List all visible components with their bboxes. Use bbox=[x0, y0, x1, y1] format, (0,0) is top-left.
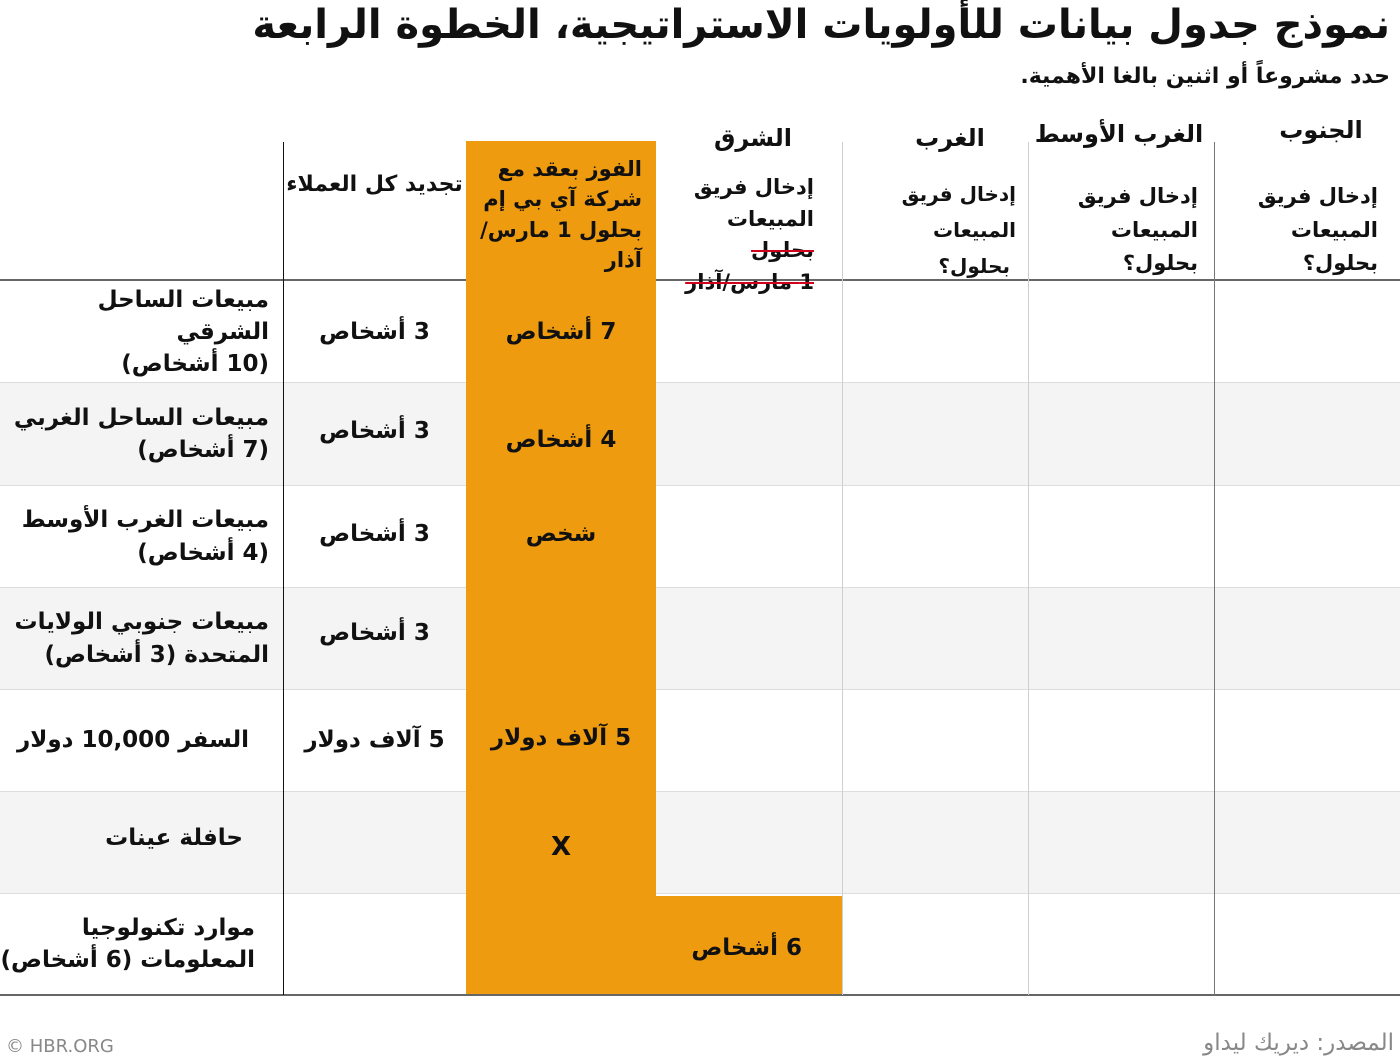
column-header-midwest-region: الغرب الأوسط bbox=[1034, 120, 1204, 148]
row-divider bbox=[0, 791, 1400, 792]
row-label: مبيعات الساحل الغربي (7 أشخاص) bbox=[13, 404, 269, 463]
cell-east: 6 أشخاص bbox=[691, 934, 802, 961]
row-bg-alt bbox=[0, 382, 1400, 485]
row-divider bbox=[0, 485, 1400, 486]
row-label: السفر 10,000 دولار bbox=[16, 727, 249, 754]
cell-ibm: 5 آلاف دولار bbox=[490, 724, 632, 751]
row-bg-alt bbox=[0, 791, 1400, 893]
header-line: إدخال فريق المبيعات bbox=[901, 182, 1016, 242]
header-line: المبيعات بحلول؟ bbox=[1290, 217, 1378, 276]
row-label: حافلة عينات bbox=[105, 824, 243, 851]
row-bg-alt bbox=[0, 587, 1400, 689]
row-divider bbox=[0, 382, 1400, 383]
row-label: مبيعات الغرب الأوسط (4 أشخاص) bbox=[21, 507, 269, 566]
header-line: المبيعات بحلول bbox=[660, 204, 814, 267]
cell-ibm: 7 أشخاص bbox=[505, 318, 617, 345]
cell-ibm: 4 أشخاص bbox=[505, 426, 617, 453]
row-divider bbox=[0, 689, 1400, 690]
cell-renew: 3 أشخاص bbox=[319, 417, 430, 444]
struck-text: بحلول bbox=[751, 238, 814, 262]
row-label: مبيعات الساحل الشرقي (10 أشخاص) bbox=[97, 286, 269, 378]
cell-renew: 3 أشخاص bbox=[319, 318, 430, 345]
highlight-east-it-cell bbox=[656, 896, 842, 994]
header-line: إدخال فريق bbox=[693, 175, 814, 199]
copyright: © HBR.ORG bbox=[6, 1036, 114, 1057]
header-line: المبيعات بحلول؟ bbox=[1110, 217, 1198, 276]
cell-ibm-x-mark: X bbox=[550, 831, 572, 862]
header-line: بحلول 1 مارس/آذار bbox=[480, 217, 642, 273]
header-line: الفوز بعقد مع bbox=[497, 157, 642, 181]
header-divider bbox=[0, 279, 1400, 281]
column-header-east: إدخال فريق المبيعات بحلول 1 مارس/آذار bbox=[660, 172, 814, 298]
column-header-south: إدخال فريق المبيعات بحلول؟ bbox=[1218, 180, 1378, 281]
column-divider bbox=[1214, 142, 1215, 995]
column-header-ibm: الفوز بعقد مع شركة آي بي إم بحلول 1 مارس… bbox=[470, 154, 642, 276]
column-divider bbox=[842, 142, 843, 995]
column-header-west-region: الغرب bbox=[915, 124, 985, 152]
column-header-renew: تجديد كل العملاء bbox=[286, 172, 463, 197]
cell-renew: 3 أشخاص bbox=[319, 520, 430, 547]
page-title: نموذج جدول بيانات للأولويات الاستراتيجية… bbox=[252, 2, 1391, 48]
priorities-table: تجديد كل العملاء الفوز بعقد مع شركة آي ب… bbox=[0, 116, 1400, 996]
row-label: مبيعات جنوبي الولايات المتحدة (3 أشخاص) bbox=[14, 609, 269, 668]
column-header-east-region: الشرق bbox=[713, 124, 793, 152]
header-line: شركة آي بي إم bbox=[483, 187, 642, 212]
column-divider bbox=[1028, 142, 1029, 995]
row-label: موارد تكنولوجيا المعلومات (6 أشخاص) bbox=[0, 914, 255, 973]
header-text: المبيعات bbox=[726, 206, 814, 231]
header-line: إدخال فريق bbox=[1077, 184, 1198, 208]
cell-renew: 3 أشخاص bbox=[319, 619, 430, 646]
row-divider bbox=[0, 893, 1400, 894]
table-bottom-border bbox=[0, 994, 1400, 996]
header-line: إدخال فريق bbox=[1257, 184, 1378, 208]
struck-text: 1 مارس/آذار bbox=[685, 269, 814, 294]
header-line: بحلول؟ bbox=[938, 254, 1010, 278]
column-divider bbox=[283, 142, 284, 995]
cell-ibm: شخص bbox=[525, 520, 597, 547]
highlight-ibm-column bbox=[466, 141, 656, 994]
source-credit: المصدر: ديريك ليداو bbox=[1203, 1030, 1394, 1056]
column-header-south-region: الجنوب bbox=[1279, 116, 1363, 144]
row-divider bbox=[0, 587, 1400, 588]
page-subtitle: حدد مشروعاً أو اثنين بالغا الأهمية. bbox=[1020, 64, 1390, 89]
column-header-west: إدخال فريق المبيعات بحلول؟ bbox=[846, 176, 1016, 284]
column-header-midwest: إدخال فريق المبيعات بحلول؟ bbox=[1032, 180, 1198, 281]
cell-renew: 5 آلاف دولار bbox=[304, 727, 445, 754]
